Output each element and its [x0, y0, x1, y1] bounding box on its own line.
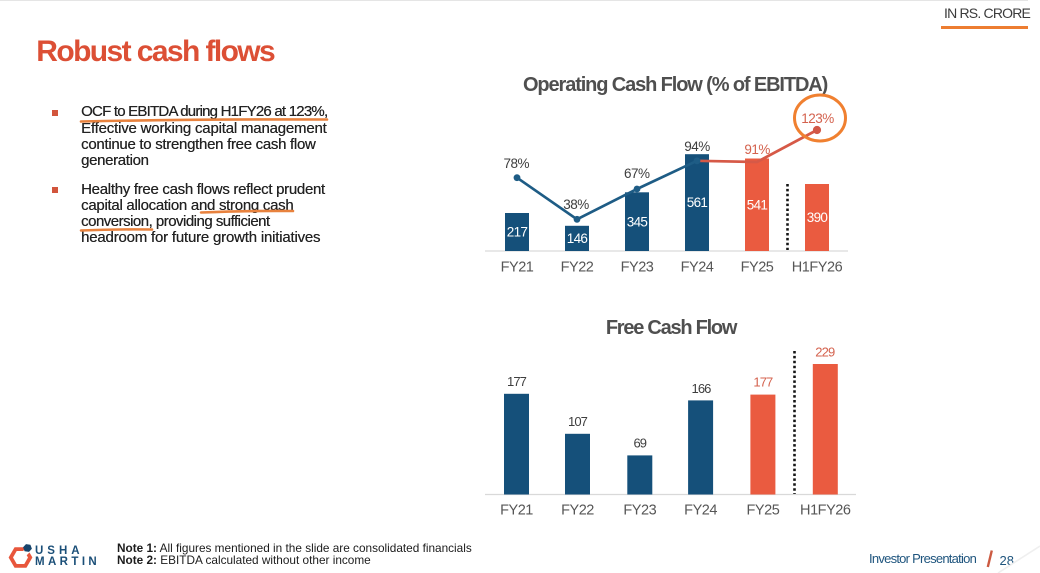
- svg-text:166: 166: [692, 381, 712, 396]
- svg-text:FY24: FY24: [681, 260, 714, 276]
- svg-text:229: 229: [815, 345, 835, 360]
- svg-text:FY22: FY22: [561, 260, 594, 276]
- svg-text:FY23: FY23: [623, 503, 656, 519]
- svg-text:FY22: FY22: [561, 503, 594, 519]
- svg-text:H1FY26: H1FY26: [792, 260, 843, 276]
- svg-text:FY25: FY25: [746, 503, 779, 519]
- svg-text:146: 146: [567, 231, 588, 246]
- svg-text:FY21: FY21: [500, 503, 533, 519]
- svg-text:177: 177: [753, 375, 773, 390]
- svg-text:177: 177: [507, 374, 527, 389]
- svg-text:390: 390: [807, 210, 828, 225]
- svg-text:69: 69: [633, 436, 646, 451]
- svg-text:FY25: FY25: [741, 260, 774, 276]
- svg-text:561: 561: [687, 195, 708, 210]
- svg-text:94%: 94%: [684, 139, 710, 154]
- svg-text:FY23: FY23: [621, 260, 654, 276]
- svg-text:107: 107: [568, 414, 588, 429]
- svg-text:91%: 91%: [744, 142, 770, 157]
- svg-text:541: 541: [747, 197, 768, 212]
- svg-text:123%: 123%: [801, 111, 834, 126]
- svg-text:67%: 67%: [624, 166, 650, 181]
- svg-text:217: 217: [507, 225, 528, 240]
- svg-text:H1FY26: H1FY26: [800, 503, 851, 519]
- svg-text:78%: 78%: [504, 156, 530, 171]
- svg-text:FY21: FY21: [501, 260, 534, 276]
- svg-text:FY24: FY24: [684, 503, 717, 519]
- svg-text:38%: 38%: [563, 197, 589, 212]
- svg-text:345: 345: [627, 214, 648, 229]
